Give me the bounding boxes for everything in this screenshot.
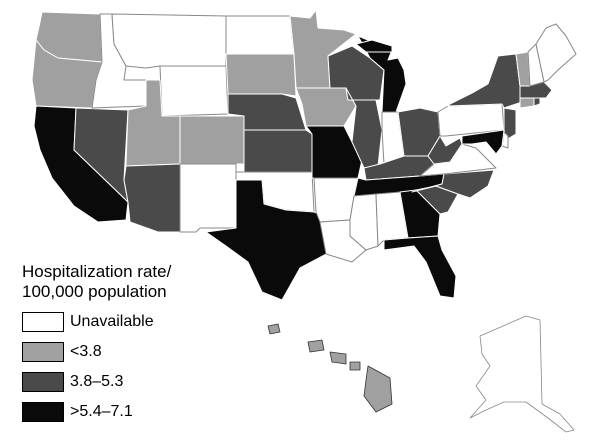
state-mi-up (355, 39, 393, 53)
state-hi (349, 361, 361, 371)
state-nc (411, 169, 495, 199)
legend-title: Hospitalization rate/ 100,000 population (22, 262, 171, 302)
state-co (179, 115, 245, 165)
state-mo (305, 125, 363, 179)
map-legend: Hospitalization rate/ 100,000 population… (22, 262, 171, 428)
legend-swatch (22, 342, 64, 362)
state-shapes (31, 9, 577, 301)
state-fl (383, 235, 457, 299)
legend-label: <3.8 (70, 343, 102, 360)
legend-item-high: >5.4–7.1 (22, 398, 171, 426)
state-hi (307, 339, 325, 353)
state-mt (111, 13, 227, 69)
state-wv (427, 135, 463, 165)
legend-item-medium: 3.8–5.3 (22, 368, 171, 396)
state-nm (179, 163, 237, 233)
state-ga (399, 189, 441, 239)
legend-swatch (22, 312, 64, 332)
state-hi (329, 351, 347, 365)
state-tx (205, 179, 331, 301)
state-hi (363, 365, 393, 413)
legend-swatch (22, 372, 64, 392)
state-ks (243, 129, 313, 173)
state-hi (267, 323, 281, 335)
state-nj (503, 107, 517, 141)
state-hi-group (267, 323, 393, 413)
state-wi (327, 45, 385, 101)
state-ak (469, 315, 575, 433)
legend-item-low: <3.8 (22, 338, 171, 366)
state-wy (159, 65, 229, 117)
legend-title-line1: Hospitalization rate/ (22, 262, 172, 281)
state-ny (447, 53, 523, 109)
inset-maps (267, 315, 575, 433)
state-mi (357, 35, 407, 113)
state-sd (225, 53, 297, 97)
state-mn (289, 9, 357, 89)
state-me (535, 23, 577, 83)
legend-swatch (22, 402, 64, 422)
legend-item-unavailable: Unavailable (22, 308, 171, 336)
legend-label: >5.4–7.1 (70, 403, 133, 420)
state-md (461, 129, 505, 155)
state-az (123, 163, 181, 233)
legend-label: 3.8–5.3 (70, 373, 124, 390)
legend-label: Unavailable (70, 313, 154, 330)
legend-title-line2: 100,000 population (22, 282, 167, 301)
state-nd (225, 15, 295, 55)
